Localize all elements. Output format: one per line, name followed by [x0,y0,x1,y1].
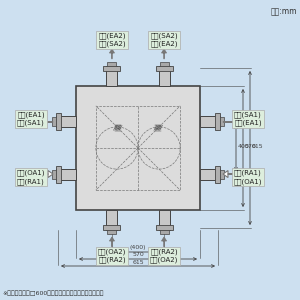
Bar [76,86,200,210]
Bar [160,230,169,234]
Text: 単位:mm: 単位:mm [271,7,297,16]
FancyArrow shape [161,49,166,59]
Text: 615: 615 [251,143,263,148]
Text: 給気(SA2)
排気(EA2): 給気(SA2) 排気(EA2) [150,32,178,47]
Text: ※本体の真下に□600の点検口を必ず設けてください。: ※本体の真下に□600の点検口を必ず設けてください。 [2,290,103,296]
Bar [220,169,224,178]
FancyArrow shape [223,170,239,178]
Text: 還気(RA2)
外気(OA2): 還気(RA2) 外気(OA2) [150,248,178,263]
Bar [215,113,220,130]
Text: 還気(RA1)
外気(OA1): 還気(RA1) 外気(OA1) [234,169,262,184]
Text: (400): (400) [130,245,146,250]
Text: 615: 615 [132,260,144,265]
Bar [52,169,56,178]
Bar [106,210,118,230]
Text: 給気(SA1)
排気(EA1): 給気(SA1) 排気(EA1) [234,112,262,126]
Text: 400: 400 [238,143,249,148]
FancyArrow shape [37,118,53,125]
Text: 外気(OA2)
還気(RA2): 外気(OA2) 還気(RA2) [98,248,126,263]
Bar [158,210,169,230]
Text: 排気(EA2)
給気(SA2): 排気(EA2) 給気(SA2) [98,32,126,47]
Bar [215,166,220,182]
FancyArrow shape [110,49,115,59]
FancyArrow shape [110,237,115,247]
Bar [103,66,121,71]
Bar [200,169,220,179]
Bar [220,118,224,127]
Bar [155,225,172,230]
Bar [200,116,220,128]
Bar [56,166,61,182]
Bar [106,66,118,86]
Bar [107,62,116,66]
Bar [56,169,76,179]
Bar [107,230,116,234]
FancyArrow shape [223,118,239,125]
Bar [52,118,56,127]
Text: 排気(EA1)
給気(SA1): 排気(EA1) 給気(SA1) [17,112,45,126]
Bar [103,225,121,230]
Bar [96,106,180,190]
Bar [155,66,172,71]
FancyArrow shape [161,237,166,247]
FancyArrow shape [37,170,53,178]
Bar [56,113,61,130]
Text: 570: 570 [132,253,144,257]
Text: 570: 570 [244,143,256,148]
Bar [160,62,169,66]
Bar [158,66,169,86]
Bar [56,116,76,128]
Text: 外気(OA1)
還気(RA1): 外気(OA1) 還気(RA1) [17,169,45,184]
